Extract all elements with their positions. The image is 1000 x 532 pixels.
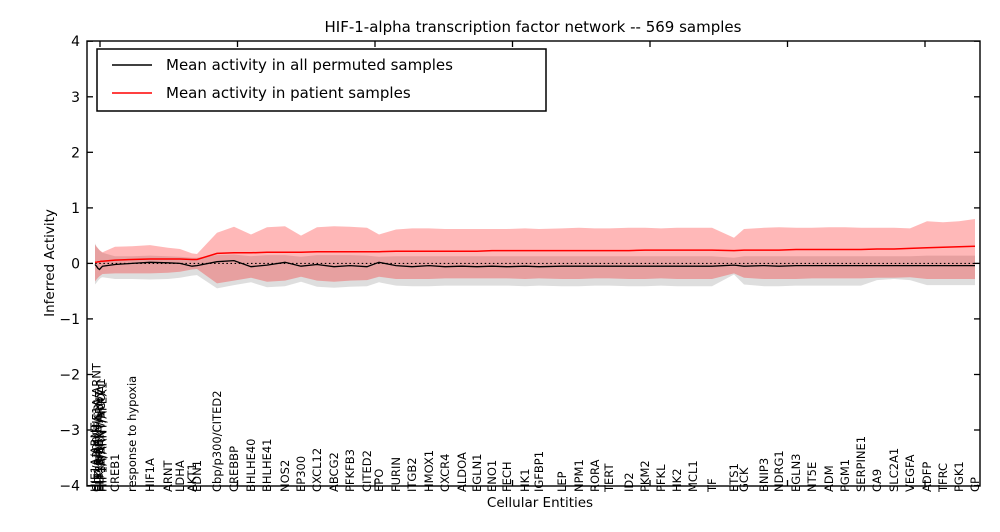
x-tick-label: ALDOA <box>455 452 469 492</box>
x-tick-label: LEP <box>555 471 569 492</box>
x-tick-label: ELK1/HIF1A/ARNT <box>93 389 107 492</box>
x-tick-label: EP300 <box>294 456 308 492</box>
x-tick-label: PFKFB3 <box>343 449 357 492</box>
x-tick-label: CA9 <box>870 469 884 492</box>
x-tick-label: EGLN3 <box>789 453 803 492</box>
x-tick-label: ID2 <box>622 472 636 492</box>
x-tick-label: TFRC <box>936 463 950 493</box>
plot-canvas: HIF-1-alpha transcription factor network… <box>42 18 982 511</box>
y-tick-label: 4 <box>71 34 80 50</box>
permuted-confidence-band <box>95 243 975 289</box>
x-tick-label: ARNT <box>161 460 175 492</box>
x-tick-label: Cbp/p300/CITED2 <box>210 390 224 492</box>
x-tick-label: HIF1A/ARNT/NCOA1 <box>94 378 108 492</box>
x-tick-label: HIF1A/ARNT <box>88 422 102 492</box>
x-tick-label: ENO1 <box>485 460 499 492</box>
x-tick-label: PKM2 <box>638 460 652 492</box>
legend-patient-label: Mean activity in patient samples <box>166 84 411 102</box>
y-tick-label: −3 <box>59 423 80 439</box>
x-tick-label: HK1 <box>518 468 532 492</box>
x-tick-label: BHLHE40 <box>244 439 258 493</box>
y-tick-labels: 4 3 2 1 0 −1 −2 −3 −4 <box>59 34 80 494</box>
x-tick-label: HK2 <box>670 468 684 492</box>
x-tick-label: RORA <box>588 459 602 492</box>
x-tick-label: PGK1 <box>952 461 966 492</box>
y-tick-label: 2 <box>71 145 80 161</box>
x-tick-label: NPM1 <box>572 459 586 492</box>
x-tick-label: EDN1 <box>190 460 204 492</box>
x-tick-label: HIF1A/ARNT/APEX1 <box>96 382 110 492</box>
x-tick-label: ADM <box>822 465 836 492</box>
x-tick-label: PFKL <box>654 464 668 492</box>
y-axis-title: Inferred Activity <box>42 209 58 317</box>
chart-title: HIF-1-alpha transcription factor network… <box>325 18 742 36</box>
legend-box <box>96 48 547 112</box>
x-tick-label: HIF1A <box>143 458 157 492</box>
x-axis-title: Cellular Entities <box>487 495 593 511</box>
x-tick-label: response to hypoxia <box>125 376 139 492</box>
legend: Mean activity in all permuted samples Me… <box>96 48 547 112</box>
x-tick-label: CREB1 <box>108 454 122 493</box>
x-tick-label: LDHA <box>173 460 187 492</box>
x-tick-label: FECH <box>500 461 514 492</box>
patient-mean-line <box>95 245 976 264</box>
x-tick-label: MCL1 <box>686 460 700 492</box>
permuted-mean-line <box>94 259 975 271</box>
y-tick-label: 1 <box>71 201 80 217</box>
series-lines <box>94 245 976 271</box>
x-tick-label: FURIN <box>389 457 403 492</box>
x-tick-label: BNIP3 <box>757 458 771 492</box>
axis-ticks <box>87 40 980 487</box>
x-tick-label: ITGB2 <box>405 457 419 492</box>
x-tick-label: CXCL12 <box>310 448 324 492</box>
x-tick-label: EGLN1 <box>470 453 484 492</box>
x-tick-label: CXCR4 <box>438 454 452 492</box>
x-tick-label: VEGFA <box>903 454 917 492</box>
y-tick-label: −2 <box>59 368 80 384</box>
legend-permuted-label: Mean activity in all permuted samples <box>166 56 453 74</box>
x-tick-label: ETS1 <box>727 463 741 492</box>
x-tick-label: TERT <box>602 463 616 493</box>
x-tick-label: CITED2 <box>360 450 374 492</box>
x-tick-label: IGFBP1 <box>532 451 546 492</box>
x-tick-label: EPO <box>372 469 386 492</box>
x-tick-label: SLC2A1 <box>887 448 901 492</box>
x-tick-label: HIF1A/ARNT/SP1 <box>91 397 105 492</box>
x-tick-label: GCK <box>737 467 751 492</box>
x-tick-label: PGM1 <box>838 459 852 492</box>
x-tick-label: CREBBP <box>227 446 241 492</box>
y-tick-label: 3 <box>71 90 80 106</box>
x-tick-labels: HIF1A/ARNTCbp/p300/HIF1A/ARNTHIF1A/ARNT/… <box>88 362 982 493</box>
x-tick-label: SERPINE1 <box>854 436 868 492</box>
y-tick-label: −1 <box>59 312 80 328</box>
x-tick-label: AKT1 <box>185 463 199 492</box>
x-tick-label: Cbp/p300/HIF1A/ARNT <box>90 362 104 492</box>
y-tick-label: 0 <box>71 256 80 272</box>
x-tick-label: ABCG2 <box>327 452 341 492</box>
x-tick-label: HMOX1 <box>422 450 436 492</box>
chart-figure: HIF-1-alpha transcription factor network… <box>40 16 1000 516</box>
x-tick-label: BHLHE41 <box>260 439 274 493</box>
y-tick-label: −4 <box>59 479 80 495</box>
x-tick-label: NOS2 <box>278 460 292 492</box>
x-tick-label: NDRG1 <box>772 450 786 492</box>
x-tick-label: NT5E <box>805 462 819 492</box>
x-tick-label: CP <box>968 477 982 492</box>
x-tick-label: ADFP <box>920 462 934 492</box>
